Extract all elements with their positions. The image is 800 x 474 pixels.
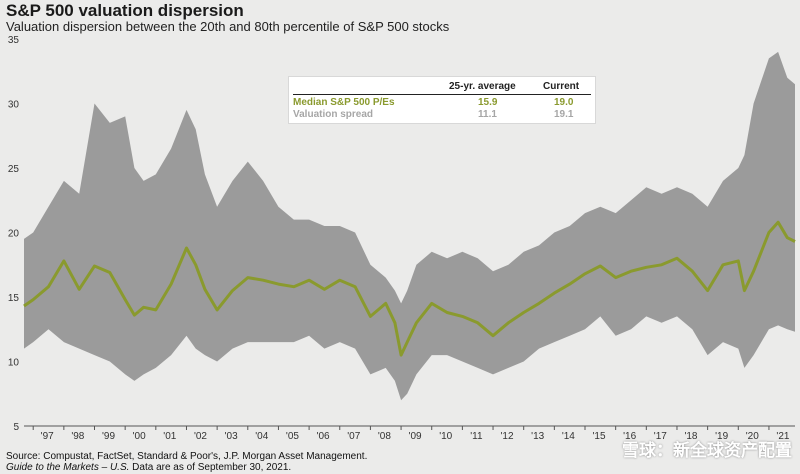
x-tick-label: '18 <box>684 431 697 442</box>
x-tick-label: '21 <box>776 431 789 442</box>
y-axis: 5 10 15 20 25 30 35 <box>8 35 20 433</box>
y-tick-label: 20 <box>8 229 20 240</box>
legend-spread-average: 11.1 <box>478 109 497 120</box>
x-tick-label: '17 <box>654 431 667 442</box>
x-tick-label: '20 <box>746 431 759 442</box>
legend-median-current: 19.0 <box>554 97 574 108</box>
median-line-layer <box>23 220 796 357</box>
y-tick-label: 25 <box>8 164 20 175</box>
legend-spread-label: Valuation spread <box>293 109 374 120</box>
legend-header-current: Current <box>543 81 580 92</box>
legend-spread-current: 19.1 <box>554 109 574 120</box>
x-tick-label: '15 <box>592 431 605 442</box>
source-footnote: Source: Compustat, FactSet, Standard & P… <box>6 451 368 462</box>
x-tick-label: '12 <box>501 431 514 442</box>
x-tick-label: '04 <box>255 431 268 442</box>
x-tick-label: '19 <box>715 431 728 442</box>
x-tick-label: '00 <box>133 431 146 442</box>
band-layer <box>24 51 795 401</box>
x-tick-label: '07 <box>347 431 360 442</box>
x-tick-label: '14 <box>562 431 575 442</box>
y-tick-label: 5 <box>13 422 19 433</box>
x-axis: '97 '98 '99 '00 '01 '02 '03 '04 '05 '06 '07 '08 '09 '… <box>24 425 795 442</box>
y-tick-label: 15 <box>8 293 20 304</box>
x-tick-label: '13 <box>531 431 544 442</box>
x-tick-label: '11 <box>470 431 483 442</box>
x-tick-label: '99 <box>102 431 115 442</box>
x-tick-label: '03 <box>225 431 238 442</box>
chart-subtitle: Valuation dispersion between the 20th an… <box>6 19 450 34</box>
legend-divider <box>293 94 591 95</box>
x-tick-label: '97 <box>41 431 54 442</box>
x-tick-label: '08 <box>378 431 391 442</box>
valuation-spread-band <box>24 51 795 401</box>
guide-title: Guide to the Markets – U.S. <box>6 462 130 473</box>
legend-median-average: 15.9 <box>478 97 498 108</box>
chart-title: S&P 500 valuation dispersion <box>6 1 244 20</box>
x-tick-label: '98 <box>71 431 84 442</box>
y-tick-label: 10 <box>8 358 20 369</box>
x-tick-label: '10 <box>439 431 452 442</box>
watermark: 雪球：新全球资产配置 <box>622 441 792 461</box>
x-tick-label: '09 <box>409 431 422 442</box>
legend-table: 25-yr. average Current Median S&P 500 P/… <box>288 76 596 124</box>
guide-footnote: Guide to the Markets – U.S. Data are as … <box>6 462 291 473</box>
y-tick-label: 30 <box>8 100 20 111</box>
x-tick-label: '01 <box>163 431 176 442</box>
median-pe-line <box>23 220 796 357</box>
x-tick-label: '06 <box>317 431 330 442</box>
x-tick-label: '16 <box>623 431 636 442</box>
guide-date: Data are as of September 30, 2021. <box>129 462 292 473</box>
legend-median-label: Median S&P 500 P/Es <box>293 97 395 108</box>
legend-header-average: 25-yr. average <box>449 81 516 92</box>
y-tick-label: 35 <box>8 35 20 46</box>
x-tick-label: '02 <box>194 431 207 442</box>
x-tick-label: '05 <box>286 431 299 442</box>
